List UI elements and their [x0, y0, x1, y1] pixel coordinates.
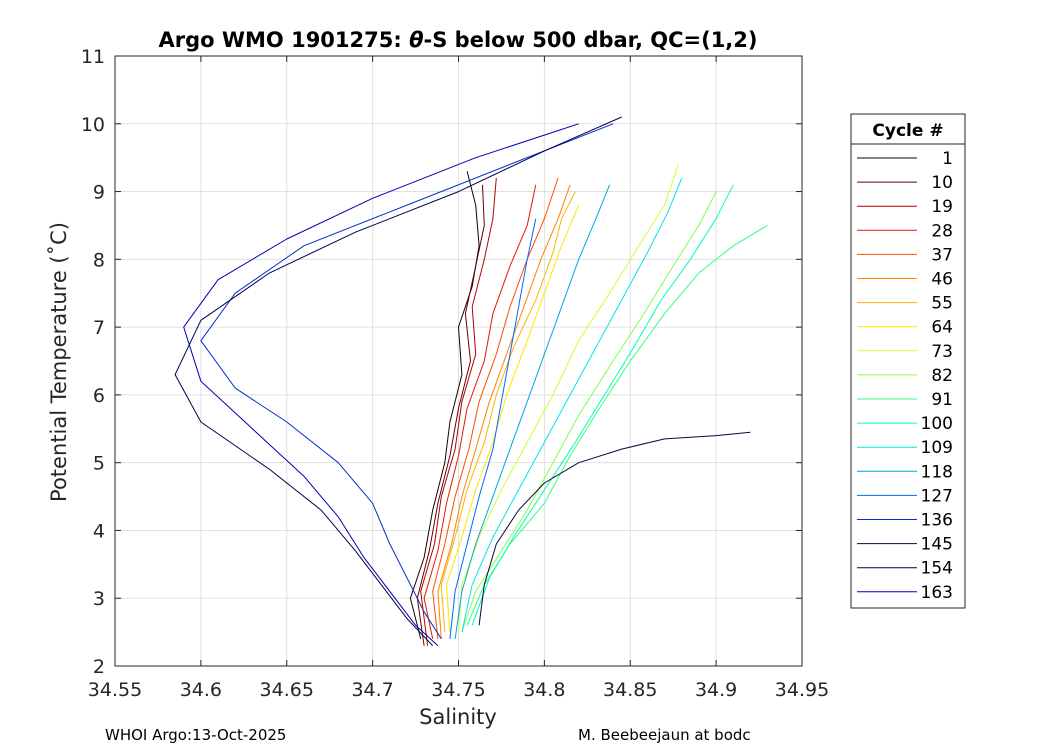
y-tick-label: 10: [81, 114, 105, 136]
legend-label: 163: [921, 583, 953, 603]
series-line-cycle-55: [440, 191, 576, 633]
series-line-cycle-118: [454, 184, 611, 639]
x-tick-label: 34.55: [88, 679, 142, 701]
series-line-cycle-127: [449, 218, 537, 639]
legend-box: [850, 113, 966, 609]
legend-label: 109: [921, 438, 953, 458]
legend-item: 145: [857, 535, 953, 555]
y-tick-label: 8: [93, 249, 105, 271]
x-tick-label: 34.6: [180, 679, 222, 701]
x-tick-label: 34.75: [431, 679, 485, 701]
series-line-cycle-37: [432, 177, 559, 639]
legend-label: 136: [921, 511, 953, 531]
x-tick-label: 34.9: [695, 679, 737, 701]
legend-label: 154: [921, 559, 953, 579]
series-line-cycle-163: [183, 123, 579, 647]
y-axis-label: Potential Temperature (˚C): [47, 222, 71, 502]
series-line-cycle-64: [446, 204, 580, 633]
legend-item: 64: [857, 318, 953, 338]
y-tick-label: 3: [93, 588, 105, 610]
legend-label: 118: [921, 462, 953, 482]
legend-item: 100: [857, 414, 953, 434]
legend-label: 91: [931, 390, 953, 410]
legend-entries: 1 10 19 28 37 46 55 64 73 82 91 100 109 118 127 136 145 1…: [857, 149, 953, 603]
legend-label: 73: [931, 342, 953, 362]
series-line-cycle-145: [478, 431, 751, 626]
legend-label: 145: [921, 535, 953, 555]
legend-item: 91: [857, 390, 953, 410]
x-tick-labels: 34.55 34.6 34.65 34.7 34.75 34.8 34.85 34.9 34.9…: [88, 679, 829, 701]
series-line-cycle-10: [416, 184, 485, 646]
series-layer: [174, 116, 768, 647]
legend-item: 73: [857, 342, 953, 362]
series-line-cycle-46: [437, 184, 571, 639]
x-tick-label: 34.65: [260, 679, 314, 701]
legend-item: 1: [857, 149, 953, 169]
legend-label: 10: [931, 173, 953, 193]
y-tick-label: 5: [93, 453, 105, 475]
series-line-cycle-136: [200, 123, 614, 640]
legend-item: 136: [857, 511, 953, 531]
legend-item: 118: [857, 462, 953, 482]
legend-label: 19: [931, 197, 953, 217]
chart-title: Argo WMO 1901275: θ-S below 500 dbar, QC…: [158, 28, 757, 52]
legend-label: 28: [931, 221, 953, 241]
legend: Cycle # 1 10 19 28 37 46 55 64 73 82 91 100 109 118 12…: [850, 113, 966, 609]
series-line-cycle-19: [420, 177, 497, 646]
legend-label: 37: [931, 245, 953, 265]
legend-item: 28: [857, 221, 953, 241]
legend-item: 154: [857, 559, 953, 579]
legend-label: 82: [931, 366, 953, 386]
footer-right: M. Beebeejaun at bodc: [578, 726, 751, 744]
series-line-cycle-109: [461, 177, 683, 633]
y-tick-label: 11: [81, 46, 105, 68]
series-line-cycle-100: [471, 184, 734, 626]
legend-title: Cycle #: [872, 121, 943, 141]
y-tick-label: 6: [93, 385, 105, 407]
series-line-cycle-82: [461, 191, 717, 633]
legend-item: 127: [857, 486, 953, 506]
series-line-cycle-1: [409, 171, 480, 640]
x-tick-label: 34.95: [775, 679, 829, 701]
legend-item: 109: [857, 438, 953, 458]
legend-item: 163: [857, 583, 953, 603]
legend-item: 37: [857, 245, 953, 265]
y-tick-labels: 2 3 4 5 6 7 8 9 10 11: [81, 46, 105, 678]
legend-item: 82: [857, 366, 953, 386]
x-axis-label: Salinity: [419, 705, 497, 729]
y-tick-label: 4: [93, 520, 105, 542]
y-tick-label: 2: [93, 656, 105, 678]
legend-label: 127: [921, 486, 953, 506]
legend-item: 46: [857, 270, 953, 290]
legend-item: 19: [857, 197, 953, 217]
series-line-cycle-28: [423, 184, 537, 640]
x-tick-label: 34.8: [523, 679, 565, 701]
legend-label: 46: [931, 270, 953, 290]
x-tick-label: 34.7: [351, 679, 393, 701]
y-tick-label: 9: [93, 182, 105, 204]
ticks: [114, 55, 803, 667]
legend-label: 100: [921, 414, 953, 434]
legend-item: 55: [857, 294, 953, 314]
legend-item: 10: [857, 173, 953, 193]
footer-left: WHOI Argo:13-Oct-2025: [105, 726, 286, 744]
legend-label: 64: [931, 318, 953, 338]
x-tick-label: 34.85: [603, 679, 657, 701]
legend-label: 1: [942, 149, 953, 169]
series-line-cycle-154: [174, 116, 622, 647]
legend-label: 55: [931, 294, 953, 314]
y-tick-label: 7: [93, 317, 105, 339]
